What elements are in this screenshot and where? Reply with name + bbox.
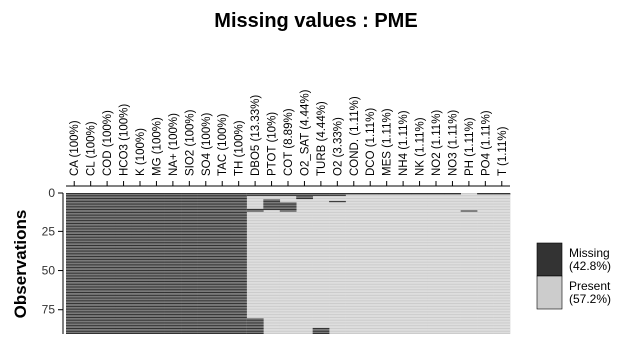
missing-run-13: [362, 193, 379, 195]
column-label: PTOT (10%): [267, 112, 279, 176]
column-label: NK (1.11%): [415, 117, 427, 176]
missing-run-11: [329, 200, 346, 203]
legend-label: Missing (42.8%): [569, 246, 611, 273]
missing-run-19: [460, 210, 478, 212]
column-label: MG (100%): [151, 117, 163, 176]
missing-run-21: [493, 193, 511, 195]
column-label: PH (1.11%): [464, 117, 476, 176]
y-axis: 0 25 50 75: [42, 186, 64, 334]
legend: Missing (42.8%) Present (57.2%): [536, 242, 611, 310]
y-tick-label: 0: [48, 186, 55, 200]
column-label: TAC (100%): [217, 113, 229, 176]
column-label: DCO (1.11%): [365, 108, 377, 176]
column-label: TH (100%): [234, 120, 246, 176]
legend-swatch-present: [536, 275, 563, 310]
missing-run-12: [345, 193, 363, 195]
column-label: COND. (1.11%): [349, 96, 361, 176]
missing-run-17: [427, 193, 445, 195]
legend-swatch-missing: [536, 242, 563, 277]
y-axis-label: Observations: [11, 210, 30, 319]
y-tick-label: 25: [42, 224, 56, 238]
column-label: COD (100%): [102, 110, 114, 176]
column-label: MES (1.11%): [382, 108, 394, 176]
y-tick-label: 75: [42, 303, 56, 317]
missing-run-18: [444, 193, 461, 195]
column-label: SO4 (100%): [201, 113, 213, 176]
column-label: O2_SAT (4.44%): [299, 89, 311, 176]
y-tick-label: 50: [42, 264, 56, 278]
chart-title: Missing values : PME: [214, 10, 417, 32]
missing-run-14: [378, 193, 396, 195]
legend-label: Present (57.2%): [569, 279, 611, 306]
column-label: TURB (4.44%): [316, 101, 328, 176]
missing-run-4: [263, 199, 281, 211]
column-label: PO4 (1.11%): [480, 110, 492, 176]
row-separators: [66, 194, 510, 333]
column-label: COT (8.89%): [283, 108, 295, 176]
column-label: K (100%): [135, 128, 147, 176]
column-label: DBO5 (13.33%): [250, 95, 262, 176]
column-label: SIO2 (100%): [184, 109, 196, 176]
top-axis: [66, 181, 510, 187]
column-label: T (1.11%): [497, 126, 509, 176]
column-label: CL (100%): [86, 121, 98, 176]
column-label: NO3 (1.11%): [447, 110, 459, 176]
missing-run-15: [394, 193, 412, 195]
column-labels: CA (100%) CL (100%) COD (100%) HCO3 (100%) K…: [69, 89, 509, 176]
missing-run-20: [477, 193, 494, 195]
missing-run-16: [411, 193, 429, 195]
column-label: HCO3 (100%): [119, 104, 131, 176]
column-label: NA+ (100%): [168, 113, 180, 176]
column-label: CA (100%): [69, 120, 81, 176]
column-label: NH4 (1.11%): [398, 110, 410, 176]
column-label: NO2 (1.11%): [431, 110, 443, 176]
column-label: O2 (3.33%): [332, 117, 344, 176]
